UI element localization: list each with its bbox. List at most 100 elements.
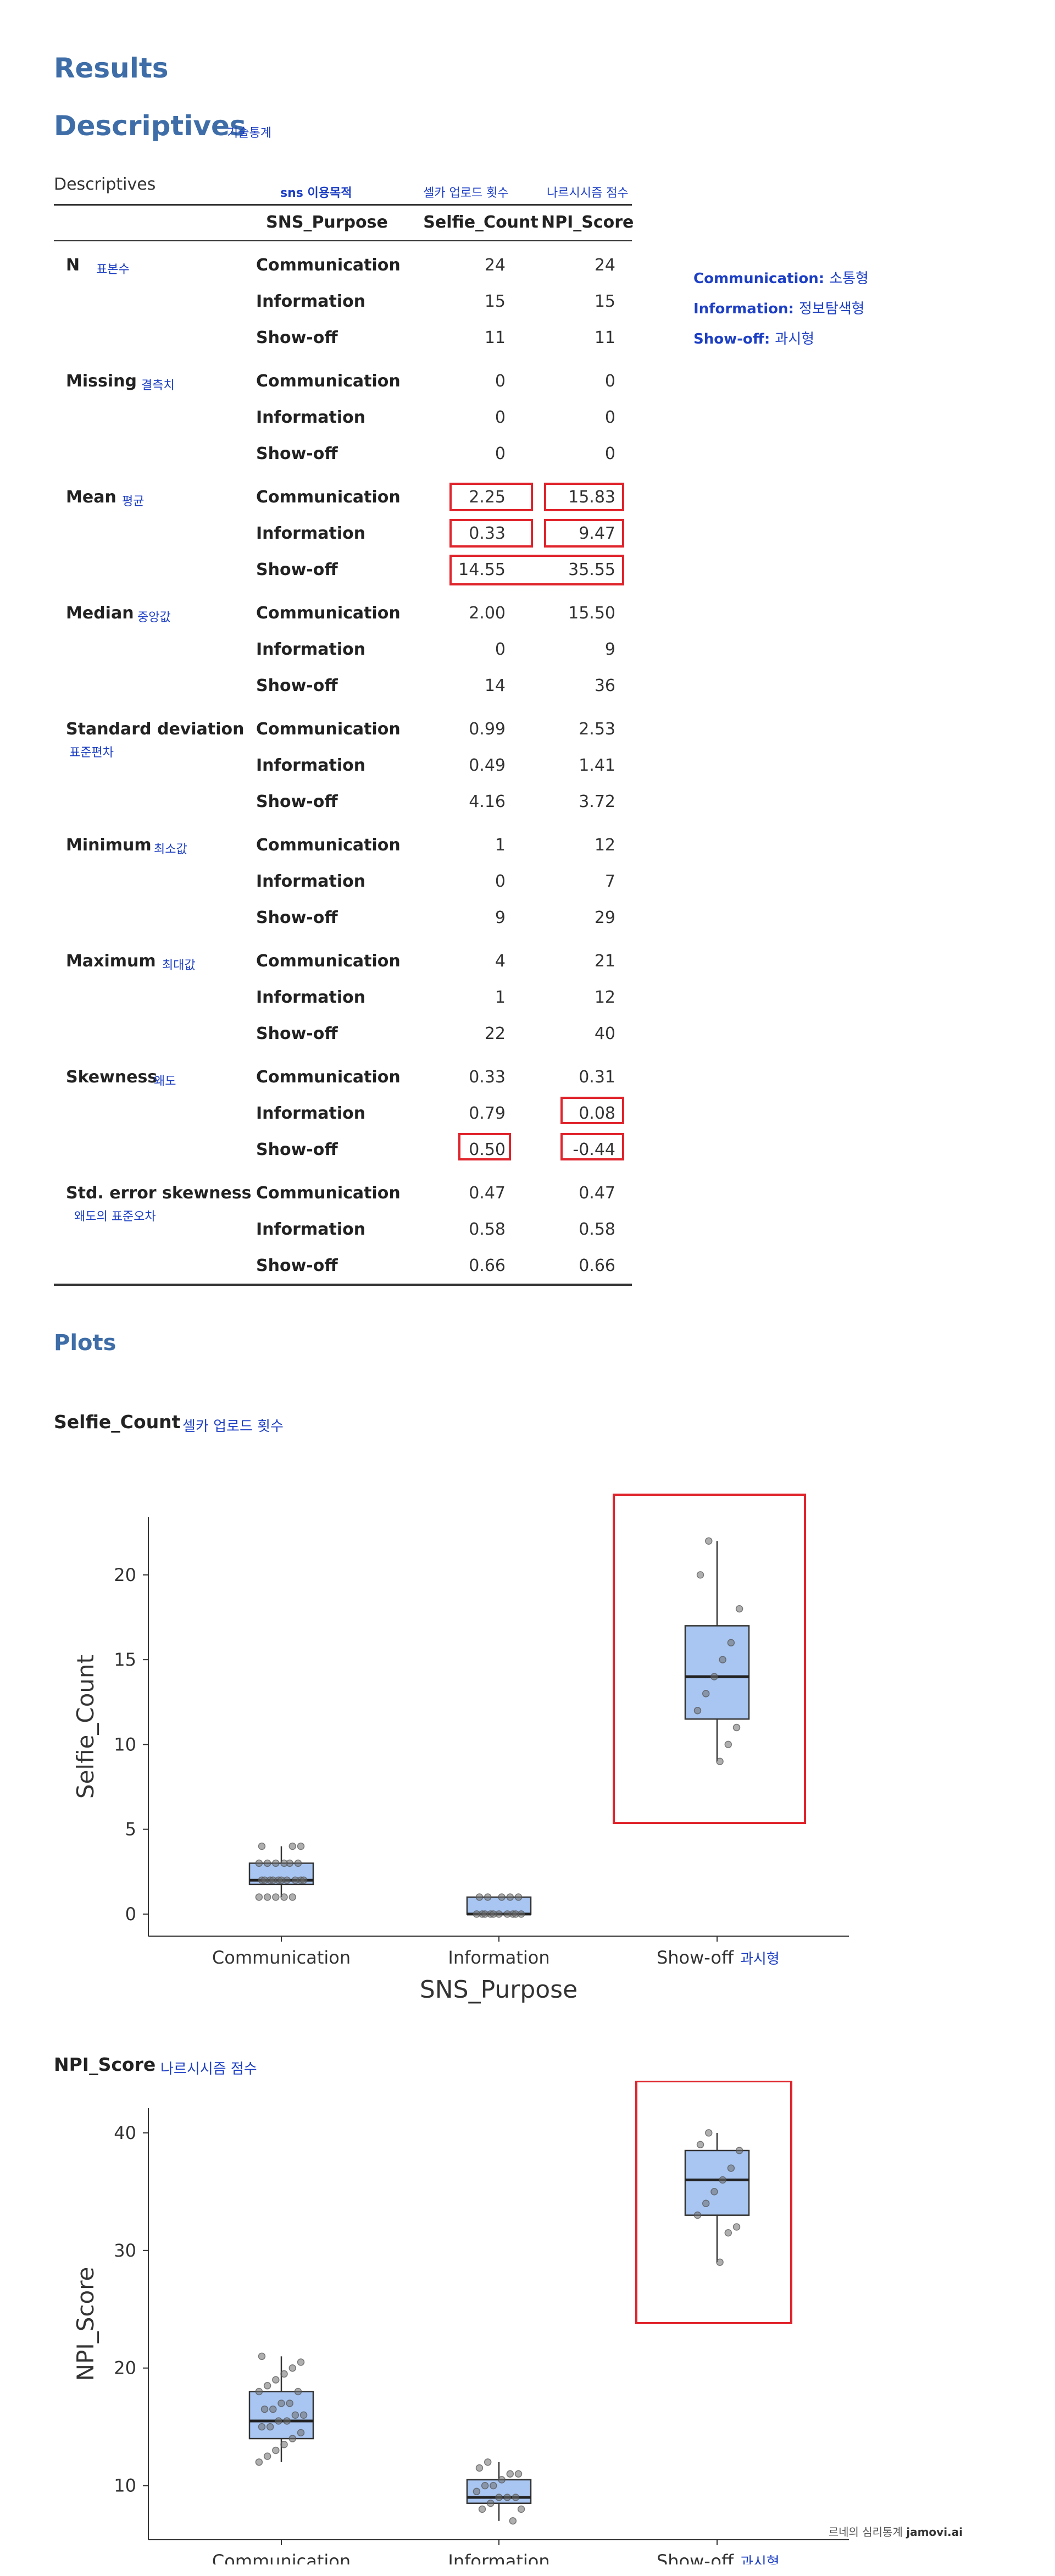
data-point <box>705 1537 713 1545</box>
data-point <box>263 1859 271 1867</box>
level-label: Information <box>256 756 366 775</box>
level-label: Communication <box>256 604 401 623</box>
data-point <box>732 2223 741 2231</box>
level-label: Communication <box>256 372 401 391</box>
data-point <box>288 2435 297 2442</box>
stat-label-annotation: 최소값 <box>154 843 187 856</box>
selfie-count-cell: 14 <box>484 676 506 695</box>
legend-item-information: Information: 정보탐색형 <box>693 297 869 318</box>
legend-key: Show-off: <box>693 331 770 347</box>
selfie-count-cell: 0 <box>495 408 506 427</box>
highlight-npi-mean-communication <box>544 483 624 511</box>
npi-score-cell: 7 <box>604 872 615 891</box>
data-point <box>255 1859 263 1867</box>
data-point <box>283 2417 291 2425</box>
data-point <box>272 2446 280 2455</box>
selfie-count-cell: 11 <box>484 328 506 347</box>
data-point <box>702 2199 710 2208</box>
data-point <box>512 1910 520 1918</box>
data-point <box>260 2405 269 2413</box>
data-point <box>255 1893 263 1901</box>
table-bottom-rule <box>54 1284 632 1286</box>
show-off-highlight-box <box>613 1494 806 1824</box>
column-header-selfie-count: Selfie_Count <box>423 213 538 232</box>
data-point <box>291 2411 299 2419</box>
data-point <box>719 1656 726 1663</box>
highlight-selfie-skewness-show-off <box>458 1133 511 1160</box>
level-label: Show-off <box>256 1024 338 1043</box>
y-tick-label: 30 <box>114 2240 136 2261</box>
y-tick-label: 15 <box>114 1649 136 1670</box>
data-point <box>277 2400 285 2407</box>
column-header-sns-purpose: SNS_Purpose <box>266 213 388 232</box>
highlight-npi-skewness-information <box>560 1097 624 1124</box>
data-point <box>481 1910 489 1918</box>
data-point <box>514 2470 523 2478</box>
npi-score-cell: 15 <box>594 292 615 311</box>
npi-score-cell: 29 <box>594 908 615 927</box>
data-point <box>693 1706 702 1715</box>
x-tick-label: Communication <box>212 2551 351 2564</box>
stat-label-annotation: 표본수 <box>96 263 130 277</box>
npi-score-cell: 0.58 <box>579 1220 615 1239</box>
y-tick-label: 40 <box>114 2122 136 2143</box>
data-point <box>716 2258 724 2266</box>
legend-value: 과시형 <box>775 331 815 347</box>
data-point <box>255 2387 263 2396</box>
x-tick-label: Show-off <box>657 1947 734 1968</box>
selfie-count-cell: 0.79 <box>469 1104 506 1123</box>
npi-score-cell: 15.83 <box>568 488 615 507</box>
data-point <box>498 1893 506 1901</box>
selfie-count-cell: 0.66 <box>469 1256 506 1275</box>
data-point <box>299 1876 308 1884</box>
level-label: Communication <box>256 836 401 855</box>
selfie-count-cell: 2.25 <box>469 488 506 507</box>
data-point <box>727 2164 735 2172</box>
data-point <box>280 1859 288 1867</box>
selfie-count-cell: 0 <box>495 872 506 891</box>
stat-label-annotation: 결측치 <box>141 379 175 393</box>
npi-plot-title: NPI_Score <box>54 2054 156 2075</box>
npi-score-cell: 0 <box>604 372 615 391</box>
legend-value: 정보탐색형 <box>799 301 865 317</box>
data-point <box>509 2517 517 2525</box>
data-point <box>716 1757 724 1765</box>
npi-score-cell: 9 <box>604 640 615 659</box>
npi-score-boxplot: 10 20 30 40 Communication Information Show-off… <box>72 2081 849 2564</box>
stat-label-annotation: 평균 <box>122 495 145 508</box>
y-tick-label: 10 <box>114 2475 136 2496</box>
data-point <box>506 2470 514 2478</box>
header-annotation-selfie: 셀카 업로드 횟수 <box>423 186 509 200</box>
npi-score-cell: 0 <box>604 408 615 427</box>
npi-score-cell: 36 <box>594 676 615 695</box>
highlight-selfie-mean-communication <box>449 483 533 511</box>
level-label: Communication <box>256 1184 401 1203</box>
npi-score-cell: 0.08 <box>579 1104 615 1123</box>
stat-label: Minimum <box>66 836 152 855</box>
level-label: Information <box>256 524 366 543</box>
npi-score-cell: 35.55 <box>568 560 615 579</box>
level-label: Communication <box>256 720 401 739</box>
data-point <box>498 2476 506 2484</box>
data-point <box>484 2458 492 2466</box>
data-point <box>481 2481 489 2490</box>
data-point <box>475 1893 484 1901</box>
data-point <box>514 1893 523 1901</box>
data-point <box>484 1893 492 1901</box>
level-label: Show-off <box>256 676 338 695</box>
plots-heading: Plots <box>54 1330 116 1356</box>
npi-score-cell: 9.47 <box>579 524 615 543</box>
data-point <box>288 2364 297 2372</box>
data-point <box>490 2481 497 2490</box>
selfie-count-cell: 24 <box>484 256 506 275</box>
selfie-count-cell: 0 <box>495 444 506 463</box>
data-point <box>503 1910 511 1918</box>
legend-value: 소통형 <box>829 270 869 287</box>
level-label: Information <box>256 1220 366 1239</box>
data-point <box>294 1859 302 1867</box>
data-point <box>512 2494 520 2501</box>
npi-score-cell: 2.53 <box>579 720 615 739</box>
npi-score-cell: 15.50 <box>568 604 615 623</box>
table-top-rule <box>54 204 632 206</box>
x-tick-label: Information <box>448 2551 549 2564</box>
